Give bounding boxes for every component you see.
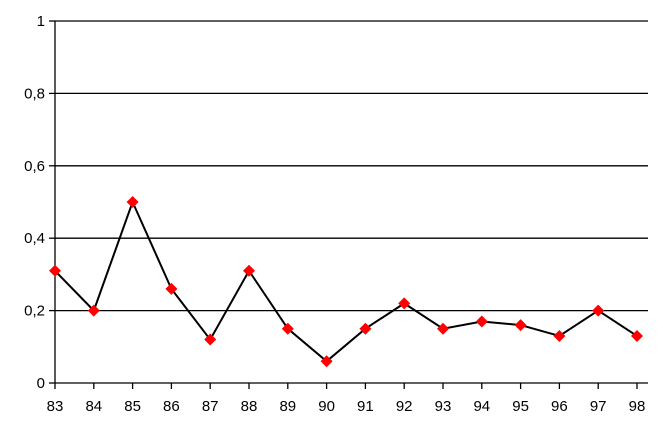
data-point-marker [281,322,294,335]
data-point-marker [553,329,566,342]
data-point-marker [126,196,139,208]
data-point-marker [243,264,255,277]
x-tick-label: 98 [629,398,646,415]
axes [49,20,648,389]
y-tick-label: 0,2 [24,303,45,320]
series [49,196,643,368]
y-tick-label: 0,6 [24,158,45,175]
x-tick-label: 90 [318,398,335,415]
x-tick-label: 86 [163,398,180,415]
data-point-marker [320,355,333,368]
series-line [54,199,638,363]
y-tick-label: 0 [37,375,45,392]
data-point-marker [592,304,605,317]
x-tick-label: 84 [85,398,102,415]
x-tick-label: 91 [357,398,374,415]
y-tick-label: 1 [37,13,45,30]
y-axis-tick-labels: 0 0,2 0,4 0,6 0,8 1 [24,13,45,392]
x-tick-label: 89 [279,398,296,415]
x-tick-label: 94 [473,398,490,415]
gridlines [55,20,648,312]
x-tick-label: 83 [47,398,64,415]
data-point-marker [359,322,372,335]
data-point-marker [475,315,488,328]
x-tick-label: 88 [241,398,258,415]
x-tick-label: 95 [512,398,529,415]
x-tick-label: 93 [435,398,452,415]
x-tick-label: 97 [590,398,607,415]
y-tick-label: 0,4 [24,230,45,247]
data-point-marker [49,264,61,277]
data-point-marker [398,297,411,310]
data-point-marker [87,304,100,317]
data-point-marker [631,329,643,342]
x-axis-tick-labels: 83 84 85 86 87 88 89 90 91 92 93 94 95 96 97 98 [47,398,646,415]
data-point-marker [437,322,449,335]
data-point-marker [514,319,527,332]
data-point-marker [165,282,178,295]
x-tick-label: 92 [396,398,413,415]
y-tick-label: 0,8 [24,85,45,102]
data-point-marker [204,333,217,346]
x-tick-label: 96 [551,398,568,415]
x-tick-label: 87 [202,398,219,415]
x-tick-label: 85 [124,398,141,415]
